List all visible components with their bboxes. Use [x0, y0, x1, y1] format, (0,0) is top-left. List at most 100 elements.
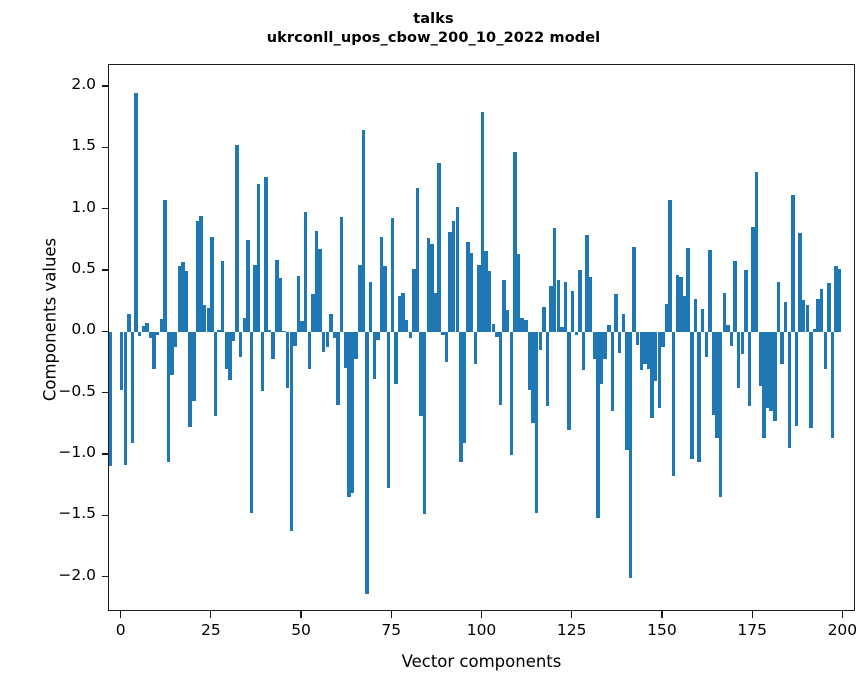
bar: [275, 260, 279, 333]
bar: [744, 269, 748, 333]
bar: [603, 332, 607, 360]
bar: [780, 332, 784, 365]
y-tick-mark: [101, 392, 108, 394]
bar: [423, 332, 427, 514]
x-tick-mark: [390, 611, 392, 618]
y-tick-mark: [101, 85, 108, 87]
bar: [202, 305, 207, 333]
bar: [516, 253, 521, 333]
bar: [639, 332, 643, 371]
bar: [690, 332, 694, 459]
bar: [145, 322, 149, 333]
bar: [737, 332, 741, 388]
bar: [715, 332, 719, 438]
bar: [390, 218, 394, 333]
bar: [170, 332, 174, 376]
bar: [441, 332, 445, 335]
bar: [293, 332, 297, 346]
bar: [765, 332, 770, 409]
x-tick-label: 75: [381, 621, 402, 639]
bar: [646, 332, 651, 370]
y-tick-label: −0.5: [58, 381, 96, 400]
bar: [827, 283, 831, 333]
bar: [679, 277, 683, 333]
y-tick-mark: [101, 269, 108, 271]
bar: [534, 332, 539, 513]
bar: [614, 294, 618, 333]
y-tick-mark: [101, 146, 108, 149]
bar: [794, 332, 799, 426]
bar: [134, 93, 138, 333]
bar: [257, 183, 261, 333]
bar: [159, 318, 164, 333]
bar: [755, 171, 759, 333]
y-axis-label: Components values: [40, 237, 60, 402]
bar: [686, 247, 690, 333]
bar: [574, 332, 579, 335]
bar: [664, 304, 669, 333]
bar: [747, 332, 752, 406]
x-tick-label: 50: [291, 621, 311, 639]
bar: [560, 327, 564, 333]
chart-title: talks ukrconll_upos_cbow_200_10_2022 mod…: [0, 10, 867, 47]
bar: [455, 207, 459, 333]
y-tick-label: 1.5: [71, 136, 96, 155]
bar: [578, 269, 582, 333]
bar: [336, 332, 340, 405]
bar: [368, 282, 373, 333]
x-tick-label: 125: [556, 621, 587, 639]
chart-title-line-2: ukrconll_upos_cbow_200_10_2022 model: [266, 29, 601, 46]
bar: [524, 320, 528, 333]
y-tick-label: 0.0: [71, 320, 96, 339]
bar: [740, 332, 745, 355]
bar: [563, 282, 568, 333]
bar: [484, 251, 488, 333]
bar: [596, 332, 600, 518]
bar: [502, 279, 506, 333]
bar: [260, 332, 265, 392]
x-tick-mark: [119, 611, 122, 618]
bar: [109, 332, 113, 467]
x-tick-mark: [751, 611, 753, 618]
bar: [372, 332, 376, 379]
bar: [758, 332, 763, 387]
bar: [347, 332, 351, 497]
bar: [148, 332, 153, 339]
bar: [545, 332, 550, 406]
bar: [556, 279, 560, 333]
bar: [805, 305, 809, 333]
bar: [376, 332, 380, 340]
bar: [834, 266, 838, 333]
bar: [123, 332, 127, 465]
x-tick-label: 200: [827, 621, 858, 639]
bar: [361, 130, 366, 333]
bar: [585, 235, 589, 333]
bar: [177, 266, 182, 333]
chart-title-line-1: talks: [413, 11, 454, 27]
bar: [567, 332, 571, 431]
bar: [729, 332, 734, 346]
bar: [210, 236, 214, 333]
bar: [466, 241, 470, 333]
bar: [242, 317, 247, 333]
bar: [184, 271, 189, 333]
bar: [762, 332, 766, 438]
bar: [156, 332, 160, 335]
bar: [350, 332, 355, 494]
bar: [812, 328, 817, 333]
bar: [816, 299, 820, 333]
bar: [119, 332, 124, 390]
bar: [383, 266, 387, 333]
bar: [704, 332, 708, 357]
x-tick-mark: [571, 611, 573, 618]
bar: [488, 271, 492, 333]
bar: [141, 326, 145, 333]
bar: [246, 240, 250, 333]
x-tick-mark: [661, 611, 663, 618]
plot-axes: [108, 64, 855, 611]
bar: [137, 332, 142, 337]
bar: [672, 332, 676, 476]
bar: [405, 320, 409, 333]
bar: [726, 325, 730, 333]
bar: [542, 306, 546, 333]
